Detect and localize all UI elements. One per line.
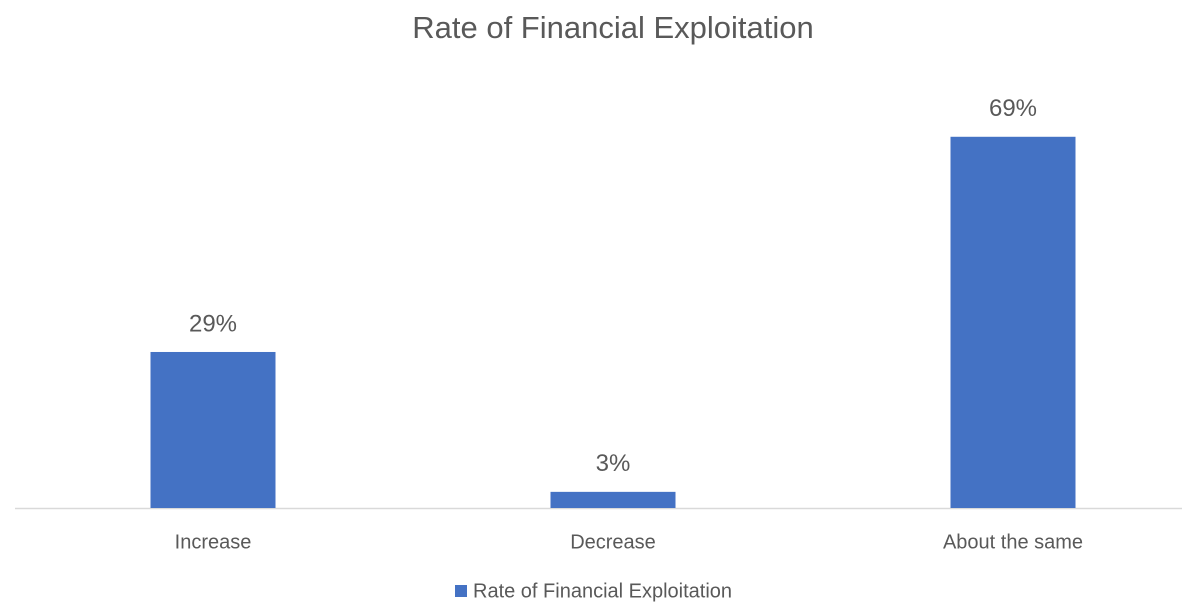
bar bbox=[950, 136, 1076, 508]
data-label: 3% bbox=[596, 450, 631, 477]
x-tick-label: About the same bbox=[943, 531, 1083, 553]
data-label: 69% bbox=[989, 95, 1037, 122]
x-tick-label: Decrease bbox=[570, 531, 656, 553]
bar bbox=[550, 491, 676, 508]
legend-label: Rate of Financial Exploitation bbox=[473, 580, 732, 602]
x-tick-label: Increase bbox=[175, 531, 252, 553]
bar bbox=[150, 351, 276, 508]
chart-title: Rate of Financial Exploitation bbox=[412, 10, 814, 45]
data-label: 29% bbox=[189, 310, 237, 337]
legend-swatch bbox=[455, 585, 467, 597]
